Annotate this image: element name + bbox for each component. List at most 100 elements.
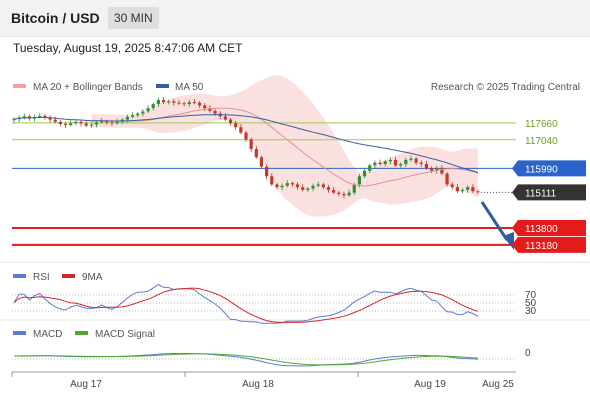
candle-body <box>270 176 274 185</box>
candle <box>12 117 16 123</box>
candle <box>182 101 186 107</box>
candle-body <box>244 132 248 140</box>
candle-body <box>79 121 83 124</box>
candle-body <box>213 110 217 114</box>
candle <box>316 181 320 188</box>
candle <box>399 162 403 168</box>
candle-body <box>311 185 315 189</box>
candle-body <box>105 121 109 123</box>
candle-body <box>249 139 253 150</box>
candle-body <box>63 123 68 126</box>
candle <box>69 120 73 127</box>
candle-body <box>332 189 336 193</box>
level-label-resistance: 117040 <box>525 136 558 147</box>
candle-body <box>378 162 382 165</box>
rsi-lines <box>13 283 479 324</box>
candle-body <box>74 121 78 124</box>
candle <box>306 186 310 193</box>
candle-body <box>450 184 454 188</box>
candle <box>244 131 248 142</box>
legend-macd-signal: MACD Signal <box>95 329 155 340</box>
candle-body <box>409 158 413 160</box>
legend-bollinger: MA 20 + Bollinger Bands <box>33 82 143 93</box>
candle-body <box>290 183 294 185</box>
credit-text: Research © 2025 Trading Central <box>431 82 580 93</box>
candle-body <box>22 116 26 118</box>
candle-body <box>141 111 145 114</box>
candle <box>460 188 465 194</box>
candle <box>275 182 279 190</box>
candle-body <box>203 105 207 109</box>
legend-rsi: RSI <box>33 272 50 283</box>
candle <box>440 165 444 176</box>
candle-body <box>430 168 434 171</box>
instrument-title: Bitcoin / USD <box>11 10 100 26</box>
candle-body <box>306 188 310 190</box>
candle-body <box>404 159 408 165</box>
candle <box>63 121 68 129</box>
candle-body <box>254 149 258 158</box>
candle <box>404 157 408 168</box>
candle <box>280 183 284 191</box>
candle-body <box>285 183 289 186</box>
candle <box>393 156 398 168</box>
candle <box>177 99 181 105</box>
rsi-tick-70: 70 <box>525 290 537 301</box>
candle-body <box>177 102 181 104</box>
candle <box>419 160 423 168</box>
candle-body <box>388 159 392 162</box>
timeframe-badge[interactable]: 30 MIN <box>108 7 159 29</box>
candle <box>48 115 52 123</box>
candle-body <box>167 101 171 103</box>
candle <box>337 190 341 197</box>
candle-body <box>342 193 346 196</box>
candle-body <box>476 191 480 193</box>
bollinger-bands <box>91 75 479 217</box>
candle <box>136 111 140 118</box>
candle <box>347 189 351 197</box>
candle-body <box>198 102 202 106</box>
x-tick-aug19: Aug 19 <box>414 379 446 390</box>
candle <box>265 164 269 180</box>
level-label-last: 115111 <box>525 188 557 199</box>
candle <box>115 118 119 125</box>
candle-body <box>393 159 398 166</box>
candle-body <box>43 115 47 118</box>
candle <box>141 109 145 117</box>
candle <box>254 146 258 159</box>
rsi-tick-30: 30 <box>525 306 537 317</box>
legend-swatch-rsi <box>13 274 26 278</box>
level-tag-bg-last <box>512 184 586 201</box>
candle <box>156 97 160 108</box>
candle <box>362 167 367 178</box>
candle-body <box>275 184 279 188</box>
candle-body <box>440 168 444 174</box>
candle <box>270 173 274 187</box>
candle-body <box>94 122 99 125</box>
candle-body <box>326 187 331 190</box>
legend-ma50: MA 50 <box>175 82 204 93</box>
candle-body <box>172 101 176 103</box>
candle <box>414 156 418 165</box>
legend-rsi-ma: 9MA <box>82 272 103 283</box>
candle-body <box>239 127 243 133</box>
candle-body <box>89 124 93 126</box>
candle <box>187 99 191 108</box>
candle <box>321 182 325 190</box>
candle-body <box>161 100 166 103</box>
candle-body <box>125 116 130 120</box>
candle <box>378 159 382 166</box>
candle <box>167 99 171 105</box>
candle-body <box>38 115 42 117</box>
level-tag-bg-support <box>512 220 586 237</box>
candle <box>450 182 454 191</box>
candle-body <box>187 102 191 105</box>
candle-body <box>259 157 264 167</box>
candle <box>476 189 480 195</box>
candle-body <box>228 119 233 124</box>
candle <box>285 180 289 188</box>
macd-lines <box>13 353 479 367</box>
candle-body <box>352 184 356 193</box>
macd-line <box>13 353 479 367</box>
